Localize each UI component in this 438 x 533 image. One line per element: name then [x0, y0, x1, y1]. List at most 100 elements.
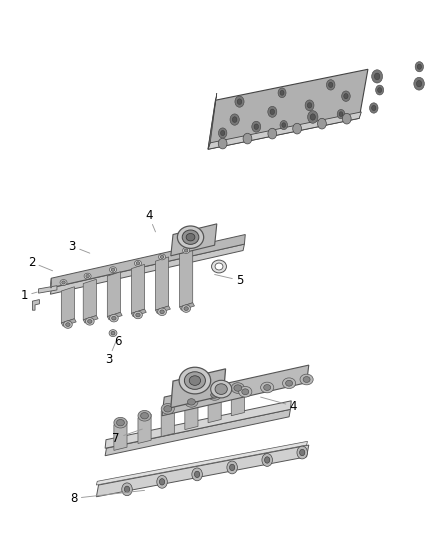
Ellipse shape: [164, 406, 172, 412]
Ellipse shape: [283, 378, 296, 389]
Polygon shape: [208, 69, 368, 149]
Ellipse shape: [185, 397, 198, 407]
Polygon shape: [96, 445, 309, 497]
Ellipse shape: [62, 281, 65, 284]
Ellipse shape: [109, 329, 117, 337]
Circle shape: [318, 118, 326, 129]
Circle shape: [159, 479, 165, 485]
Ellipse shape: [160, 310, 164, 313]
Circle shape: [310, 114, 315, 120]
Ellipse shape: [208, 390, 221, 400]
Circle shape: [342, 91, 350, 101]
Text: 6: 6: [114, 335, 122, 348]
Ellipse shape: [66, 322, 70, 326]
Circle shape: [230, 114, 239, 125]
Polygon shape: [50, 235, 245, 288]
Circle shape: [192, 468, 202, 481]
Circle shape: [194, 471, 200, 478]
Text: 4: 4: [145, 209, 153, 222]
Polygon shape: [114, 421, 127, 450]
Circle shape: [305, 100, 314, 111]
Polygon shape: [96, 441, 307, 485]
Polygon shape: [105, 401, 291, 448]
Circle shape: [157, 475, 167, 488]
Circle shape: [293, 123, 301, 134]
Circle shape: [328, 82, 333, 87]
Ellipse shape: [60, 279, 67, 286]
Polygon shape: [131, 309, 146, 317]
Ellipse shape: [264, 385, 271, 390]
Ellipse shape: [110, 314, 118, 322]
Ellipse shape: [184, 372, 205, 389]
Circle shape: [270, 109, 275, 115]
Polygon shape: [105, 409, 290, 456]
Text: 3: 3: [105, 353, 112, 366]
Circle shape: [268, 128, 277, 139]
Circle shape: [262, 454, 272, 466]
Ellipse shape: [215, 263, 223, 270]
Polygon shape: [185, 400, 198, 430]
Text: 7: 7: [112, 432, 120, 445]
Circle shape: [339, 112, 343, 116]
Ellipse shape: [215, 384, 227, 394]
Ellipse shape: [261, 382, 274, 393]
Circle shape: [280, 91, 284, 95]
Ellipse shape: [300, 374, 313, 385]
Polygon shape: [61, 287, 74, 323]
Text: 8: 8: [70, 492, 77, 505]
Polygon shape: [107, 312, 122, 320]
Ellipse shape: [179, 367, 211, 394]
Polygon shape: [32, 300, 39, 310]
Ellipse shape: [110, 266, 117, 273]
Ellipse shape: [111, 331, 115, 335]
Circle shape: [417, 80, 422, 87]
Circle shape: [252, 121, 261, 132]
Ellipse shape: [239, 386, 252, 397]
Ellipse shape: [184, 306, 188, 310]
Ellipse shape: [85, 318, 94, 325]
Circle shape: [372, 106, 376, 110]
Text: 3: 3: [69, 240, 76, 253]
Circle shape: [374, 73, 380, 80]
Ellipse shape: [183, 247, 190, 254]
Ellipse shape: [111, 268, 115, 271]
Ellipse shape: [211, 381, 232, 398]
Circle shape: [370, 103, 378, 113]
Circle shape: [265, 457, 270, 463]
Ellipse shape: [231, 383, 244, 393]
Circle shape: [219, 128, 227, 138]
Ellipse shape: [64, 321, 72, 328]
Ellipse shape: [138, 410, 151, 421]
Circle shape: [235, 96, 244, 107]
Ellipse shape: [182, 305, 191, 312]
Text: 1: 1: [20, 289, 28, 302]
Circle shape: [414, 77, 424, 90]
Polygon shape: [61, 319, 76, 326]
Polygon shape: [162, 365, 309, 416]
Circle shape: [337, 109, 345, 119]
Polygon shape: [138, 414, 151, 443]
Text: 2: 2: [28, 256, 35, 269]
Ellipse shape: [286, 381, 293, 386]
Polygon shape: [39, 286, 57, 293]
Circle shape: [417, 64, 421, 69]
Polygon shape: [208, 393, 221, 423]
Polygon shape: [83, 279, 96, 320]
Ellipse shape: [158, 308, 166, 316]
Ellipse shape: [212, 260, 226, 273]
Polygon shape: [131, 264, 145, 313]
Circle shape: [415, 62, 424, 72]
Ellipse shape: [186, 233, 195, 241]
Circle shape: [227, 461, 237, 474]
Ellipse shape: [114, 417, 127, 428]
Ellipse shape: [117, 419, 124, 426]
Ellipse shape: [161, 403, 174, 414]
Ellipse shape: [160, 255, 164, 259]
Ellipse shape: [303, 376, 310, 383]
Circle shape: [297, 446, 307, 459]
Ellipse shape: [112, 316, 116, 320]
Ellipse shape: [141, 413, 148, 419]
Circle shape: [124, 486, 130, 492]
Ellipse shape: [234, 385, 242, 391]
Ellipse shape: [189, 376, 201, 385]
